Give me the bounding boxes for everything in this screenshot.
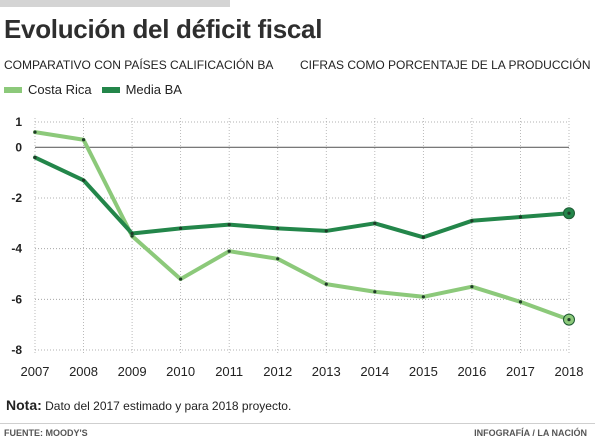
data-point-costa-rica	[421, 295, 425, 299]
x-tick-label: 2016	[457, 364, 486, 379]
data-point-media-ba	[324, 229, 328, 233]
legend-item-costa-rica: Costa Rica	[4, 82, 92, 97]
data-point-media-ba	[518, 215, 523, 219]
y-tick-label: -8	[11, 343, 22, 357]
chart-subtitle-comparison: COMPARATIVO CON PAÍSES CALIFICACIÓN BA	[4, 58, 274, 72]
x-tick-label: 2014	[360, 364, 389, 379]
y-tick-label: -4	[11, 242, 22, 256]
legend-label-media-ba: Media BA	[125, 82, 182, 97]
x-tick-label: 2008	[69, 364, 98, 379]
x-tick-label: 2017	[506, 364, 535, 379]
x-tick-label: 2018	[555, 364, 584, 379]
x-tick-label: 2007	[21, 364, 50, 379]
footer-divider	[0, 423, 595, 424]
data-point-costa-rica	[373, 290, 377, 294]
data-point-media-ba	[276, 226, 280, 230]
graphics-credit: INFOGRAFÍA / LA NACIÓN	[474, 428, 587, 438]
data-point-costa-rica	[81, 138, 86, 142]
data-point-costa-rica	[470, 285, 474, 289]
x-tick-label: 2009	[118, 364, 147, 379]
data-point-costa-rica	[33, 130, 37, 134]
data-point-costa-rica	[179, 277, 183, 281]
data-point-media-ba	[81, 178, 86, 182]
footnote-text: Dato del 2017 estimado y para 2018 proye…	[45, 399, 292, 413]
data-point-media-ba	[373, 221, 377, 225]
source-credit: FUENTE: MOODY'S	[4, 428, 88, 438]
series-line-media-ba	[33, 155, 571, 240]
data-point-media-ba	[470, 219, 474, 223]
data-point-media-ba	[421, 235, 425, 239]
header-accent-bar	[0, 0, 230, 7]
footnote: Nota: Dato del 2017 estimado y para 2018…	[6, 397, 291, 413]
data-point-costa-rica	[518, 300, 523, 304]
y-tick-label: 1	[15, 115, 22, 129]
line-chart: 1 0 -2 -4 -6 -8 2007 2008 2009 2010 2011 2012 2013 20…	[11, 115, 584, 379]
x-tick-label: 2012	[263, 364, 292, 379]
y-tick-label: -2	[11, 191, 22, 205]
data-point-media-ba	[33, 155, 37, 160]
chart-subtitle-units: CIFRAS COMO PORCENTAJE DE LA PRODUCCIÓN	[300, 58, 591, 72]
data-point-costa-rica	[324, 282, 328, 286]
data-point-center-costa-rica	[567, 318, 571, 322]
x-tick-label: 2010	[166, 364, 195, 379]
data-point-center-media-ba	[567, 211, 571, 215]
y-tick-label: -6	[11, 292, 22, 306]
data-point-media-ba	[227, 223, 231, 227]
legend-item-media-ba: Media BA	[101, 82, 182, 97]
legend-label-costa-rica: Costa Rica	[28, 82, 92, 97]
chart-title: Evolución del déficit fiscal	[4, 14, 323, 44]
y-tick-label: 0	[15, 140, 22, 154]
data-point-media-ba	[179, 226, 183, 230]
data-point-costa-rica	[227, 249, 231, 253]
legend-swatch-media-ba	[101, 86, 120, 93]
x-tick-label: 2011	[215, 364, 243, 379]
footnote-label: Nota:	[6, 397, 42, 413]
data-point-costa-rica	[276, 257, 280, 261]
x-tick-label: 2013	[312, 364, 341, 379]
series-line-costa-rica	[33, 130, 571, 322]
legend-swatch-costa-rica	[4, 86, 22, 93]
data-point-media-ba	[130, 231, 134, 236]
x-tick-label: 2015	[409, 364, 438, 379]
chart-legend: Costa Rica Media BA	[4, 82, 182, 97]
